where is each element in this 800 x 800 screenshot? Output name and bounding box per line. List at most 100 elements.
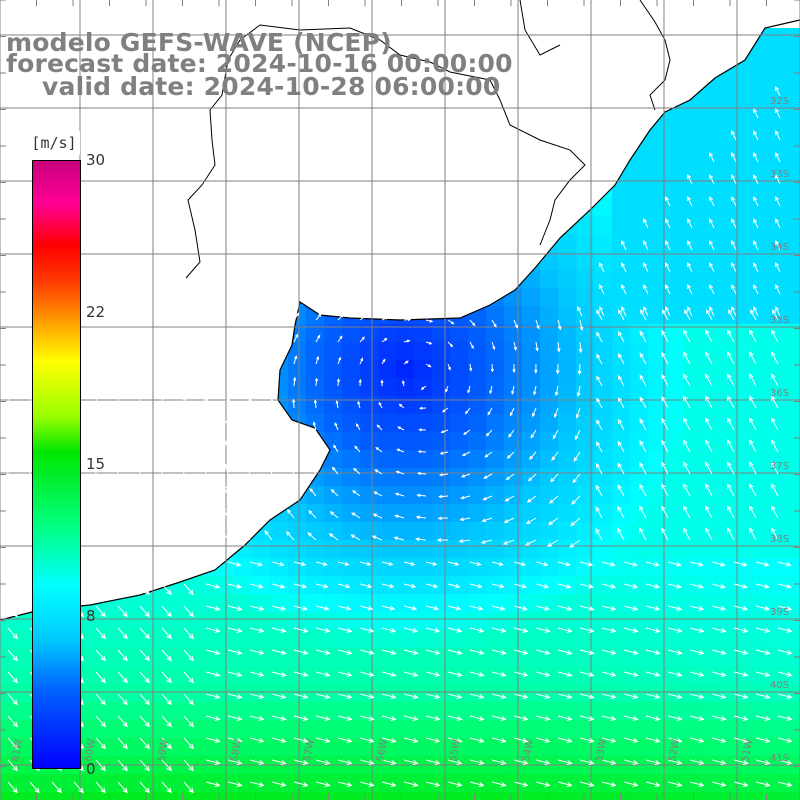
wind-arrow xyxy=(491,583,505,589)
wind-arrow xyxy=(315,561,328,567)
wind-arrow xyxy=(403,671,419,677)
wind-arrow xyxy=(425,759,441,765)
wind-arrow xyxy=(777,715,793,721)
wind-arrow xyxy=(7,561,18,574)
wind-arrow xyxy=(491,759,507,765)
wind-arrow xyxy=(579,715,595,721)
wind-arrow xyxy=(7,759,18,772)
wind-arrow xyxy=(227,331,233,343)
wind-arrow xyxy=(491,319,497,328)
wind-arrow xyxy=(534,363,538,374)
wind-arrow xyxy=(94,393,100,409)
wind-arrow xyxy=(662,309,669,321)
wind-arrow xyxy=(556,341,561,353)
wind-arrow xyxy=(403,561,416,566)
wind-arrow xyxy=(689,737,705,743)
wind-arrow xyxy=(617,440,625,453)
wind-arrow xyxy=(139,715,150,728)
wind-arrow xyxy=(595,484,603,497)
wind-arrow xyxy=(416,471,427,476)
wind-arrow xyxy=(359,737,375,743)
wind-arrow xyxy=(596,441,603,453)
wind-arrow xyxy=(447,627,463,633)
wind-arrow xyxy=(315,355,320,365)
wind-arrow xyxy=(775,195,781,207)
wind-arrow xyxy=(601,561,616,567)
wind-arrow xyxy=(749,351,757,365)
wind-arrow xyxy=(711,693,727,699)
wind-arrow xyxy=(447,583,461,589)
wind-arrow xyxy=(134,504,141,519)
wind-arrow xyxy=(337,671,353,677)
wind-arrow xyxy=(315,649,331,655)
wind-arrow xyxy=(683,329,691,343)
wind-arrow xyxy=(293,671,309,677)
lon-label: 60W xyxy=(83,738,98,762)
wind-arrow xyxy=(709,305,715,317)
wind-arrow xyxy=(183,671,194,684)
wind-arrow xyxy=(403,627,419,633)
wind-arrow xyxy=(315,737,331,743)
wind-arrow xyxy=(381,605,396,611)
wind-arrow xyxy=(249,332,255,343)
wind-arrow xyxy=(425,715,441,721)
wind-arrow xyxy=(309,487,317,497)
wind-arrow xyxy=(731,239,737,251)
wind-arrow xyxy=(617,462,625,475)
wind-arrow xyxy=(270,397,274,409)
wind-arrow xyxy=(731,217,737,229)
wind-arrow xyxy=(535,715,551,721)
wind-arrow xyxy=(350,534,361,541)
wind-arrow xyxy=(335,399,339,409)
wind-arrow xyxy=(134,526,141,541)
wind-arrow xyxy=(403,715,419,721)
wind-arrow xyxy=(639,440,647,453)
wind-arrow xyxy=(775,85,781,97)
wind-arrow xyxy=(381,759,397,765)
wind-arrow xyxy=(425,693,441,699)
wind-arrow xyxy=(178,504,185,519)
wind-arrow xyxy=(535,341,539,352)
wind-arrow xyxy=(7,327,13,343)
wind-arrow xyxy=(183,759,194,772)
wind-arrow xyxy=(711,715,727,721)
wind-arrow xyxy=(372,513,383,519)
wind-arrow xyxy=(683,351,691,365)
wind-arrow xyxy=(557,319,562,331)
wind-arrow xyxy=(248,375,253,387)
wind-arrow xyxy=(579,781,595,787)
wind-arrow xyxy=(513,693,529,699)
wind-arrow xyxy=(352,490,361,497)
title-valid-date: valid date: 2024-10-28 06:00:00 xyxy=(42,72,501,101)
wind-arrow xyxy=(687,217,693,229)
wind-arrow xyxy=(95,306,102,321)
wind-arrow xyxy=(683,417,691,431)
wind-arrow xyxy=(513,319,518,329)
wind-arrow xyxy=(733,561,748,567)
wind-arrow xyxy=(733,649,749,655)
wind-arrow xyxy=(116,371,122,387)
wind-arrow xyxy=(205,649,221,655)
wind-arrow xyxy=(381,671,397,677)
wind-arrow xyxy=(771,527,779,541)
wind-arrow xyxy=(667,627,683,633)
wind-arrow xyxy=(205,308,212,321)
wind-arrow xyxy=(469,737,485,743)
wind-arrow xyxy=(645,693,661,699)
wind-arrow xyxy=(485,429,493,437)
wind-arrow xyxy=(665,305,671,317)
wind-arrow xyxy=(549,495,559,504)
wind-arrow xyxy=(753,239,759,251)
wind-arrow xyxy=(311,443,317,453)
wind-arrow xyxy=(705,527,713,541)
wind-arrow xyxy=(330,488,339,497)
wind-arrow xyxy=(138,393,143,409)
wind-arrow xyxy=(577,305,583,317)
wind-arrow xyxy=(535,627,551,633)
wind-arrow xyxy=(114,437,120,453)
wind-arrow xyxy=(639,461,647,475)
wind-arrow xyxy=(374,469,383,475)
wind-arrow xyxy=(665,195,671,207)
wind-arrow xyxy=(573,451,581,462)
wind-arrow xyxy=(183,781,194,794)
